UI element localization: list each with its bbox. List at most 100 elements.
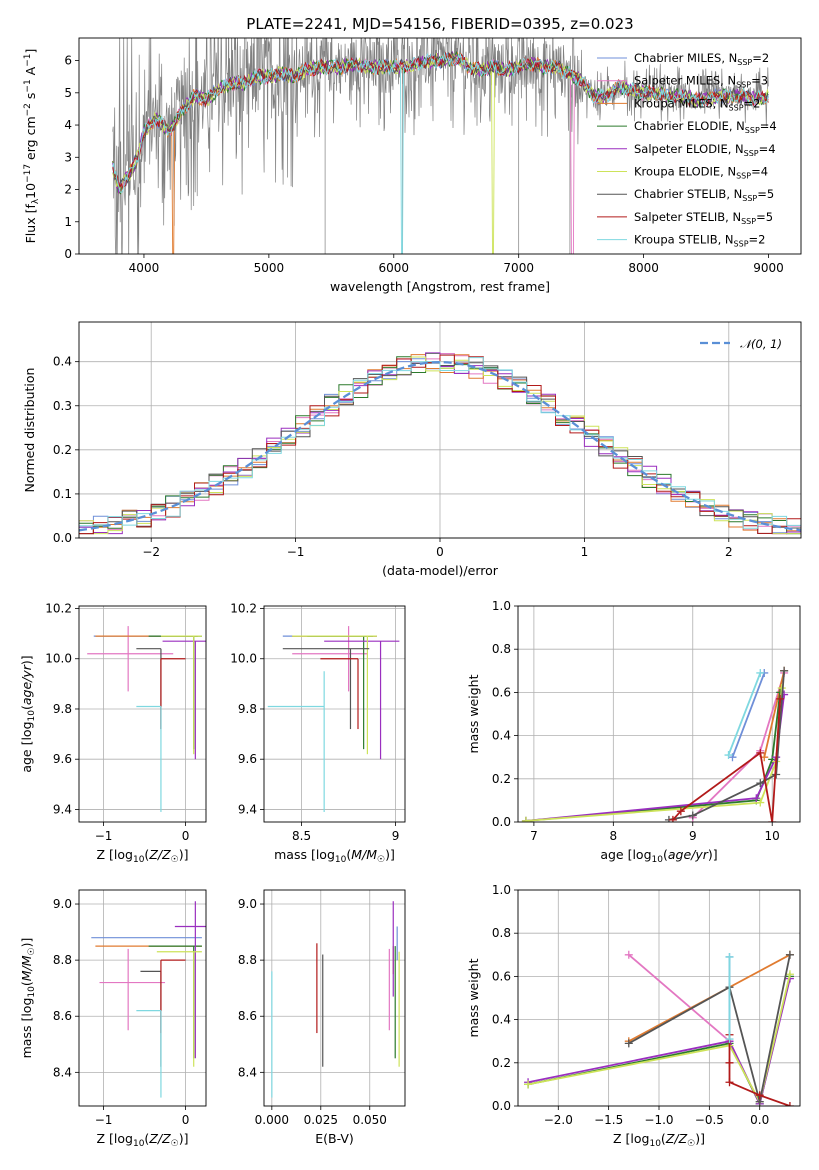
errorbar-point — [136, 648, 162, 730]
x-tick-label: −1.0 — [644, 1113, 673, 1127]
x-tick-label: 1 — [581, 545, 589, 559]
errorbar-point — [162, 640, 206, 760]
y-tick-label: 8.8 — [53, 953, 72, 967]
x-tick-label: 9000 — [753, 261, 784, 275]
observed-spectrum — [112, 38, 769, 254]
histogram-salpeter-stelib — [79, 354, 801, 535]
weight-marker — [785, 950, 794, 959]
y-tick-label: 0.8 — [492, 642, 511, 656]
x-tick-label: −2.0 — [544, 1113, 573, 1127]
x-tick-label: −1.5 — [594, 1113, 623, 1127]
weight-line-salpeter-miles — [628, 954, 731, 1042]
y-tick-label: 10.0 — [230, 652, 257, 666]
errorbar-point — [320, 658, 359, 730]
weight-marker — [785, 1102, 794, 1106]
legend-entry: Kroupa ELODIE, NSSP=4 — [634, 165, 768, 181]
y-tick-label: 9.0 — [238, 897, 257, 911]
y-tick-label: 9.8 — [238, 702, 257, 716]
weight-marker — [521, 816, 530, 822]
weight-marker — [756, 748, 765, 757]
y-axis-label: Flux [fλ10−17 erg cm−2 s−1 A−1] — [23, 49, 41, 244]
y-tick-label: 0.2 — [492, 772, 511, 786]
y-tick-label: 0.0 — [53, 531, 72, 545]
age_vs_mass-panel: 8.5 9 9.4 9.6 9.8 10.0 10.2 mass [log10(M/M☉)] — [230, 602, 406, 865]
x-tick-label: 10 — [765, 829, 780, 843]
weight-marker — [725, 1035, 734, 1044]
x-tick-label: 9 — [689, 829, 697, 843]
x-tick-label: 5000 — [254, 261, 285, 275]
weight-line-salpeter-miles — [692, 672, 785, 819]
x-axis-label: (data-model)/error — [382, 563, 499, 578]
y-tick-label: 9.8 — [53, 702, 72, 716]
normal-reference-curve — [79, 360, 801, 532]
spectrum-legend: Chabrier MILES, NSSP=2 Salpeter MILES, NS… — [597, 51, 777, 249]
x-tick-label: 8.5 — [292, 829, 311, 843]
axes-frame — [78, 37, 802, 255]
weight-marker — [668, 815, 677, 822]
x-tick-label: 0 — [182, 1113, 190, 1127]
y-axis-label: mass weight — [466, 958, 481, 1037]
y-tick-label: 1.0 — [492, 599, 511, 613]
axes-frame — [78, 889, 207, 1107]
weight-marker — [756, 779, 765, 788]
weight-line-chabrier-stelib — [628, 954, 791, 1102]
weight-marker — [725, 1078, 734, 1087]
x-tick-label: −1 — [95, 1113, 113, 1127]
weight-marker — [776, 694, 785, 703]
weight-line-kroupa-elodie — [527, 973, 791, 1105]
x-tick-label: 2 — [725, 545, 733, 559]
errorbar-point — [136, 705, 162, 812]
y-tick-label: 9.0 — [53, 897, 72, 911]
errorbar-point — [282, 648, 370, 730]
errorbar-point — [156, 951, 202, 1067]
y-tick-label: 0.6 — [492, 969, 511, 983]
axes-frame — [263, 605, 406, 823]
weight-marker — [676, 807, 685, 816]
y-tick-label: 9.4 — [53, 802, 72, 816]
weight-marker — [524, 1080, 533, 1089]
axes-frame — [78, 605, 207, 823]
y-tick-label: 0 — [64, 247, 72, 261]
x-tick-label: 0 — [182, 829, 190, 843]
axes-frame — [78, 321, 802, 539]
weight-marker — [755, 1091, 764, 1100]
y-tick-label: 2 — [64, 183, 72, 197]
mass_weight_vs_age-plot-area — [521, 666, 789, 822]
y-tick-label: 1 — [64, 215, 72, 229]
legend-entry: Chabrier ELODIE, NSSP=4 — [634, 119, 777, 135]
x-tick-label: 4000 — [129, 261, 160, 275]
x-axis-label: age [log10(age/yr)] — [600, 847, 717, 865]
weight-marker — [624, 950, 633, 959]
legend-entry: 𝒩(0, 1) — [740, 337, 782, 351]
weight-marker — [725, 1058, 734, 1067]
residuals-plot-area — [79, 352, 801, 535]
x-tick-label: −2 — [142, 545, 160, 559]
y-tick-label: 8.6 — [238, 1009, 257, 1023]
x-axis-label: wavelength [Angstrom, rest frame] — [330, 279, 550, 294]
errorbar-point — [136, 1010, 162, 1098]
y-tick-label: 8.4 — [53, 1065, 72, 1079]
weight-marker — [624, 1039, 633, 1048]
y-tick-label: 0.6 — [492, 685, 511, 699]
x-axis-label: Z [log10(Z/Z☉)] — [97, 1131, 189, 1149]
legend-entry: Salpeter MILES, NSSP=3 — [634, 74, 768, 90]
x-tick-label: 0 — [436, 545, 444, 559]
y-tick-label: 10.2 — [45, 602, 72, 616]
x-tick-label: 8000 — [628, 261, 659, 275]
y-tick-label: 0.0 — [492, 815, 511, 829]
y-tick-label: 8.8 — [238, 953, 257, 967]
weight-marker — [724, 751, 733, 760]
age_vs_mass-plot-area — [267, 626, 400, 812]
x-tick-label: 0.000 — [255, 1113, 289, 1127]
x-tick-label: 7 — [530, 829, 538, 843]
errorbar-point — [87, 626, 174, 692]
mass_vs_EBV-plot-area — [271, 901, 400, 1098]
y-tick-label: 10.0 — [45, 652, 72, 666]
y-axis-label: age [log10(age/yr)] — [19, 655, 37, 772]
legend-entry: Kroupa STELIB, NSSP=2 — [634, 233, 765, 249]
x-tick-label: 0.050 — [353, 1113, 387, 1127]
y-tick-label: 0.4 — [53, 355, 72, 369]
x-tick-label: 0.025 — [304, 1113, 338, 1127]
weight-marker — [688, 811, 697, 820]
